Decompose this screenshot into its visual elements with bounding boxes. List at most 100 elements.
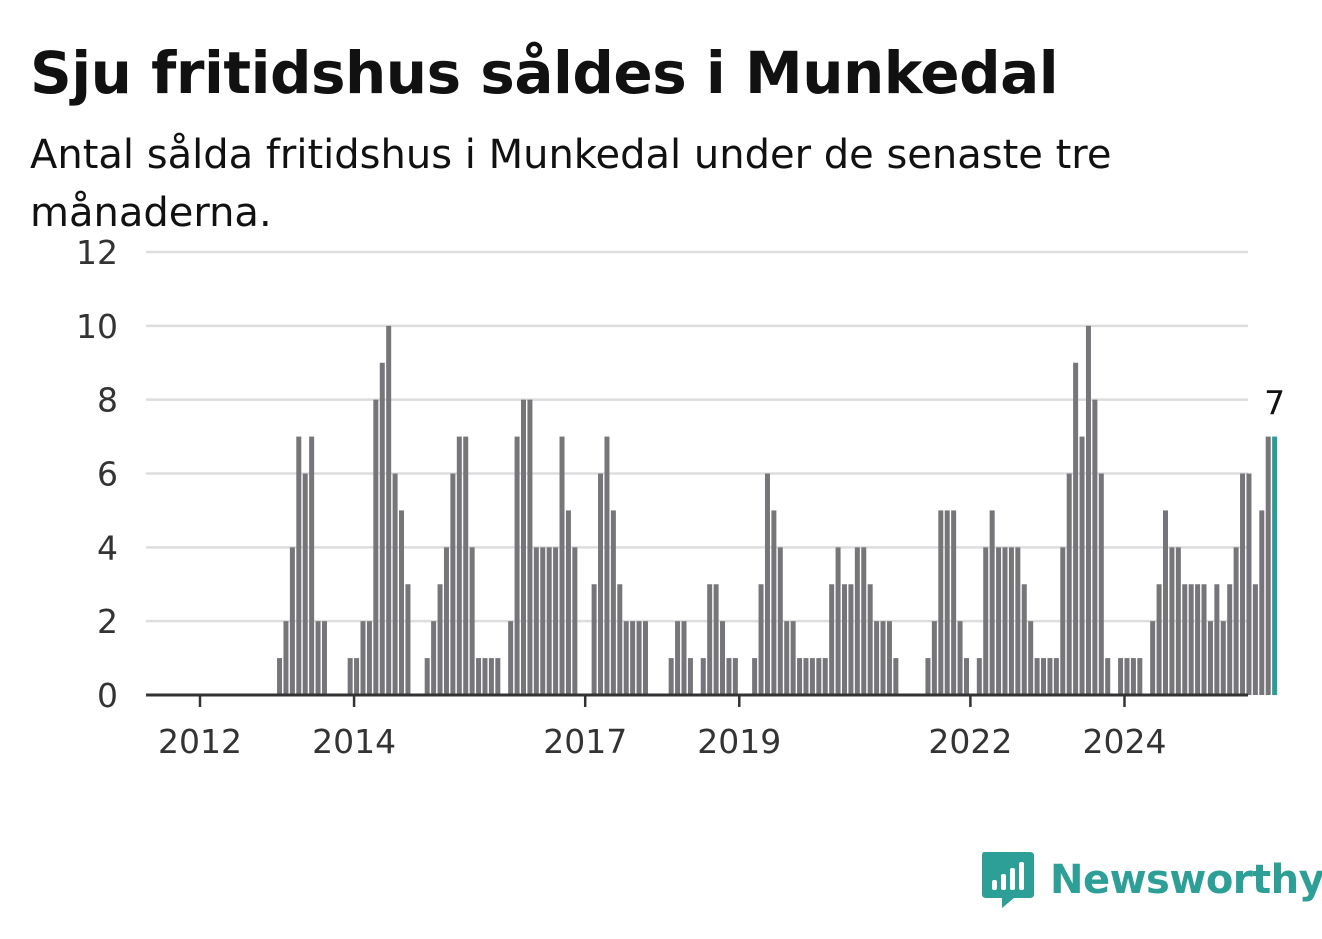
bar xyxy=(848,584,854,695)
bar xyxy=(572,547,578,695)
bar xyxy=(373,399,379,695)
bar xyxy=(925,658,931,695)
bar xyxy=(989,510,995,695)
bar xyxy=(816,658,822,695)
bar xyxy=(521,399,526,695)
bar xyxy=(610,510,616,695)
bar xyxy=(758,584,764,695)
bar xyxy=(1028,621,1034,695)
bar xyxy=(1079,436,1085,695)
y-tick-label: 10 xyxy=(76,307,118,346)
bar xyxy=(1195,584,1201,695)
bar xyxy=(1182,584,1188,695)
bar xyxy=(1124,658,1130,695)
bar xyxy=(784,621,790,695)
bar xyxy=(1156,584,1162,695)
bar xyxy=(713,584,719,695)
bar xyxy=(720,621,726,695)
bar xyxy=(1150,621,1156,695)
bar xyxy=(1201,584,1207,695)
x-tick-label: 2017 xyxy=(543,722,627,761)
bar xyxy=(1002,547,1008,695)
bar xyxy=(1098,473,1104,695)
bar xyxy=(976,658,982,695)
bar xyxy=(1259,510,1265,695)
bar xyxy=(1041,658,1047,695)
bar xyxy=(854,547,860,695)
bar xyxy=(963,658,969,695)
bar xyxy=(399,510,405,695)
bar xyxy=(764,473,770,695)
bar xyxy=(630,621,636,695)
bar xyxy=(1214,584,1220,695)
bar xyxy=(392,473,398,695)
bar xyxy=(675,621,681,695)
bar xyxy=(321,621,327,695)
bar xyxy=(296,436,302,695)
bar xyxy=(476,658,482,695)
bar xyxy=(366,621,372,695)
bar xyxy=(527,399,533,695)
bar xyxy=(893,658,899,695)
bar xyxy=(591,584,597,695)
bar xyxy=(732,658,738,695)
bar xyxy=(880,621,886,695)
bar xyxy=(424,658,430,695)
newsworthy-icon xyxy=(982,852,1034,908)
bar xyxy=(443,547,449,695)
newsworthy-logo: Newsworthy xyxy=(980,850,1322,910)
bar xyxy=(559,436,565,695)
bar xyxy=(752,658,758,695)
bar xyxy=(1066,473,1072,695)
bar xyxy=(1085,325,1091,695)
bar xyxy=(488,658,494,695)
x-tick-label: 2012 xyxy=(158,722,242,761)
bar xyxy=(1220,621,1226,695)
bar xyxy=(1118,658,1124,695)
y-axis-ticks: 0 2 4 6 8 10 12 xyxy=(76,233,118,715)
bar xyxy=(809,658,815,695)
bar xyxy=(437,584,443,695)
bar xyxy=(700,658,706,695)
bar xyxy=(931,621,937,695)
bar xyxy=(1240,473,1246,695)
bar xyxy=(1105,658,1111,695)
bars xyxy=(277,325,1278,695)
bar xyxy=(790,621,796,695)
chart-title: Sju fritidshus såldes i Munkedal xyxy=(30,39,1059,107)
y-tick-label: 0 xyxy=(97,676,118,715)
bar xyxy=(508,621,514,695)
bar xyxy=(1047,658,1053,695)
bar xyxy=(623,621,629,695)
bar xyxy=(636,621,642,695)
bar xyxy=(379,362,385,695)
bar xyxy=(1060,547,1066,695)
bar xyxy=(540,547,546,695)
bar xyxy=(983,547,989,695)
bar xyxy=(533,547,539,695)
bar xyxy=(1073,362,1079,695)
bar xyxy=(1169,547,1175,695)
bar xyxy=(617,584,623,695)
bar xyxy=(1233,547,1239,695)
bar xyxy=(469,547,475,695)
bar xyxy=(1015,547,1021,695)
bar xyxy=(681,621,687,695)
y-tick-label: 6 xyxy=(97,455,118,494)
bar xyxy=(1021,584,1027,695)
bar xyxy=(456,436,462,695)
bar xyxy=(938,510,944,695)
bar xyxy=(1175,547,1181,695)
bar xyxy=(495,658,501,695)
x-tick-label: 2022 xyxy=(928,722,1012,761)
bar xyxy=(347,658,353,695)
bar xyxy=(1246,473,1252,695)
bar xyxy=(604,436,610,695)
bar xyxy=(1034,658,1040,695)
bar xyxy=(309,436,315,695)
bar xyxy=(431,621,437,695)
bar xyxy=(996,547,1002,695)
bar xyxy=(553,547,559,695)
bar xyxy=(463,436,469,695)
